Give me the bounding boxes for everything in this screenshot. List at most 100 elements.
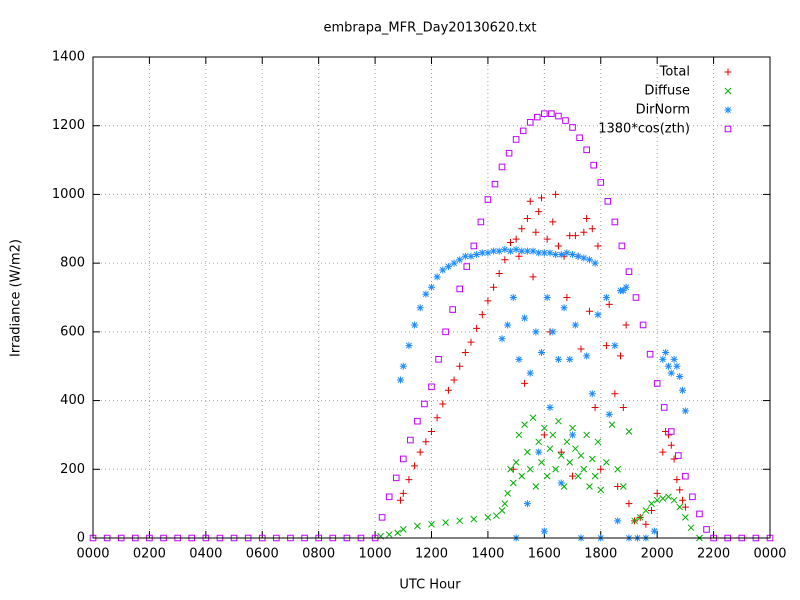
x-tick-label: 1000 [359, 547, 392, 562]
point [611, 390, 619, 398]
point [521, 379, 529, 387]
point [636, 514, 644, 521]
x-tick-label: 0800 [302, 547, 335, 562]
point [597, 486, 605, 494]
point [422, 290, 430, 298]
point [540, 249, 548, 257]
x-tick-label: 0600 [246, 547, 279, 562]
x-tick-label: 1600 [528, 547, 561, 562]
point [504, 489, 512, 497]
point [526, 118, 534, 126]
point [495, 269, 503, 277]
point [563, 249, 571, 257]
point [329, 534, 337, 542]
point [456, 285, 464, 293]
point [518, 225, 526, 233]
point [571, 232, 579, 240]
legend-marker [724, 125, 732, 133]
point [477, 218, 485, 226]
point [343, 534, 351, 542]
point [456, 362, 464, 370]
point [632, 294, 640, 301]
point [501, 500, 509, 507]
point [422, 438, 430, 446]
point [273, 534, 280, 542]
point [435, 356, 442, 363]
point [650, 527, 658, 535]
point [569, 431, 577, 439]
point [614, 517, 622, 525]
point [588, 455, 596, 463]
point [512, 245, 520, 253]
point [653, 380, 661, 387]
point [670, 355, 678, 363]
point [555, 112, 562, 120]
point [574, 472, 582, 480]
point [543, 294, 551, 301]
point [493, 512, 500, 520]
point [491, 180, 499, 188]
point [518, 472, 526, 480]
point [399, 526, 407, 533]
point [541, 110, 548, 117]
point [392, 474, 400, 482]
point [585, 307, 593, 315]
point [512, 459, 520, 466]
point [597, 465, 605, 473]
point [586, 483, 593, 490]
point [569, 251, 577, 259]
point [495, 247, 503, 255]
point [512, 235, 520, 243]
point [470, 515, 478, 523]
point [540, 424, 548, 432]
point [639, 321, 647, 329]
point [646, 350, 654, 358]
point [618, 242, 626, 250]
point [604, 198, 612, 205]
point [501, 245, 509, 253]
point [549, 218, 557, 226]
point [405, 476, 413, 484]
legend-label: Total [659, 65, 690, 80]
point [566, 459, 574, 466]
point [562, 117, 569, 124]
point [538, 348, 546, 356]
point [664, 362, 672, 370]
point [679, 496, 687, 504]
x-tick-label: 0200 [133, 547, 166, 562]
y-tick-label: 400 [60, 393, 85, 408]
point [244, 534, 252, 542]
x-tick-label: 0400 [189, 547, 222, 562]
point [580, 228, 588, 236]
point [602, 294, 610, 301]
point [174, 534, 181, 542]
point [428, 520, 435, 528]
point [583, 352, 591, 360]
point [676, 373, 684, 381]
point [461, 348, 469, 356]
point [648, 500, 655, 507]
point [580, 254, 588, 262]
point [602, 342, 610, 350]
point [478, 311, 486, 319]
point [411, 321, 419, 329]
legend-marker [724, 106, 732, 114]
point [552, 251, 560, 259]
point [132, 534, 139, 542]
y-tick-label: 800 [60, 256, 85, 271]
point [616, 352, 624, 360]
point [258, 534, 266, 542]
point [557, 448, 565, 456]
point [529, 247, 537, 255]
point [583, 146, 590, 154]
x-tick-label: 1800 [584, 547, 617, 562]
point [619, 403, 627, 411]
point [428, 427, 435, 435]
point [577, 452, 585, 459]
point [498, 507, 506, 514]
point [512, 136, 520, 143]
point [301, 534, 308, 542]
point [442, 519, 449, 526]
point [428, 383, 435, 391]
point [473, 324, 481, 332]
